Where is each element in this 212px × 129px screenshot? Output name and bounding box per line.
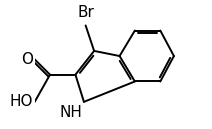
Text: O: O bbox=[21, 52, 33, 67]
Text: NH: NH bbox=[59, 105, 82, 120]
Text: HO: HO bbox=[10, 94, 33, 109]
Text: Br: Br bbox=[77, 5, 94, 20]
